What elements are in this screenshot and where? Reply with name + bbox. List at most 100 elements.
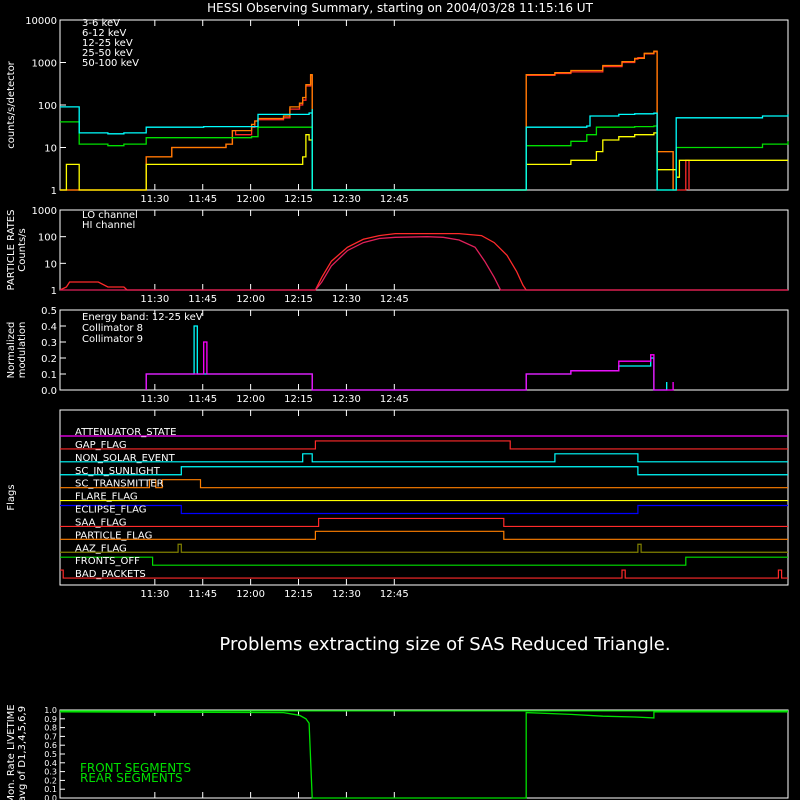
time-tick-label: 12:30 [332, 294, 361, 305]
time-tick-label: 11:30 [140, 589, 169, 600]
series-line-50-100-kev [60, 106, 789, 191]
flag-label: NON_SOLAR_EVENT [75, 453, 176, 464]
legend-entry: 50-100 keV [82, 58, 139, 69]
flag-line-gap-flag [60, 440, 788, 450]
flag-label: SC_TRANSMITTER [75, 479, 164, 490]
y-tick-label: 10000 [25, 16, 57, 27]
flag-line-eclipse-flag [60, 504, 788, 515]
y-tick-label: 0.0 [44, 794, 57, 800]
flag-line-saa-flag [60, 517, 788, 528]
flag-label: FLARE_FLAG [75, 492, 138, 503]
legend-entry: HI channel [82, 220, 135, 231]
time-tick-label: 11:45 [188, 394, 217, 405]
legend-entry: 25-50 keV [82, 48, 133, 59]
time-tick-label: 12:45 [380, 194, 409, 205]
y-axis-label: counts/s/detector [6, 60, 17, 148]
y-tick-label: 10 [44, 259, 57, 270]
y-axis-label: Flags [6, 484, 17, 510]
legend-entry: Collimator 9 [82, 334, 143, 345]
y-tick-label: 0.1 [41, 370, 57, 381]
time-tick-label: 11:30 [140, 394, 169, 405]
y-tick-label: 1 [51, 286, 57, 297]
legend-entry: LO channel [82, 210, 138, 221]
time-tick-label: 12:30 [332, 194, 361, 205]
y-tick-label: 0.8 [44, 724, 57, 733]
y-tick-label: 0.4 [41, 322, 57, 333]
y-tick-label: 0.0 [41, 386, 57, 397]
y-tick-label: 100 [38, 233, 57, 244]
y-axis-label: Mon. Rate LIVETIME [6, 704, 17, 800]
problem-message: Problems extracting size of SAS Reduced … [219, 634, 670, 655]
y-tick-label: 10 [44, 144, 57, 155]
time-tick-label: 11:45 [188, 294, 217, 305]
count-rates-panel: 1 10 100 1000 10000 counts/s/detector 11:30 11:… [6, 16, 789, 205]
flag-label: FRONTS_OFF [75, 556, 140, 567]
y-axis-label: modulation [17, 322, 28, 379]
particle-rates-frame [59, 209, 789, 291]
flag-label: BAD_PACKETS [75, 569, 146, 580]
time-tick-label: 12:00 [236, 589, 265, 600]
flag-line-non-solar-event [60, 453, 788, 463]
time-tick-label: 12:00 [236, 394, 265, 405]
series-line-6-12-kev [60, 50, 674, 191]
y-tick-label: 0.7 [44, 732, 57, 741]
flags-panel: Flags 11:30 11:45 12:00 12:15 12:30 12:45 ATTEN… [6, 409, 789, 600]
y-tick-label: 0.2 [41, 354, 57, 365]
flag-label: AAZ_FLAG [75, 543, 127, 554]
flag-label: ECLIPSE_FLAG [75, 505, 146, 516]
livetime-legend-entry: REAR SEGMENTS [80, 771, 183, 785]
flag-label: SAA_FLAG [75, 517, 126, 528]
y-tick-label: 1 [51, 186, 57, 197]
y-tick-label: 0.3 [44, 768, 57, 777]
y-tick-label: 0.5 [44, 750, 57, 759]
legend-entry: 6-12 keV [82, 28, 126, 39]
time-tick-label: 11:30 [140, 294, 169, 305]
legend-entry: 12-25 keV [82, 38, 133, 49]
series-line-hi-channel [60, 236, 788, 291]
modulation-annotation: Energy band: 12-25 keV [82, 312, 203, 323]
flag-line-aaz-flag [60, 543, 788, 553]
y-tick-label: 100 [38, 101, 57, 112]
y-tick-label: 1000 [32, 59, 57, 70]
time-tick-label: 11:45 [188, 194, 217, 205]
series-line-lo-channel [59, 232, 788, 291]
livetime-legend-entry: FRONT SEGMENTS [80, 761, 191, 775]
time-tick-label: 12:15 [284, 294, 313, 305]
y-tick-label: 0.9 [44, 715, 57, 724]
time-tick-label: 12:30 [332, 589, 361, 600]
modulation-panel: 0.0 0.1 0.2 0.3 0.4 0.5 Normalized modulation 11… [6, 306, 789, 405]
time-tick-label: 12:15 [284, 589, 313, 600]
y-tick-label: 0.4 [44, 759, 57, 768]
time-tick-label: 12:00 [236, 294, 265, 305]
series-line-collimator-9 [145, 341, 674, 391]
series-line-front-segments [59, 711, 788, 799]
y-axis-label: Normalized [6, 322, 17, 379]
flag-line-sc-transmitter [60, 479, 788, 489]
y-tick-label: 1.0 [44, 706, 57, 715]
y-tick-label: 0.6 [44, 741, 57, 750]
time-tick-label: 12:45 [380, 394, 409, 405]
y-tick-label: 1000 [32, 206, 57, 217]
y-axis-label: Counts/s [17, 228, 28, 272]
y-tick-label: 0.3 [41, 338, 57, 349]
y-tick-label: 0.5 [41, 306, 57, 317]
figure-title: HESSI Observing Summary, starting on 200… [207, 1, 593, 15]
legend-entry: Collimator 8 [82, 323, 143, 334]
flag-line-particle-flag [60, 530, 788, 540]
flag-label: ATTENUATOR_STATE [75, 427, 176, 438]
flags-frame [59, 409, 789, 586]
time-tick-label: 12:00 [236, 194, 265, 205]
time-tick-label: 12:30 [332, 394, 361, 405]
particle-rates-panel: 1 10 100 1000 PARTICLE RATES Counts/s 11:30 11:… [6, 206, 789, 305]
flag-label: SC_IN_SUNLIGHT [75, 466, 161, 477]
y-axis-label: PARTICLE RATES [6, 210, 17, 291]
time-tick-label: 12:15 [284, 394, 313, 405]
time-tick-label: 12:15 [284, 194, 313, 205]
flag-line-fronts-off [60, 556, 788, 566]
flag-line-sc-in-sunlight [60, 466, 788, 476]
time-tick-label: 11:30 [140, 194, 169, 205]
time-tick-label: 11:45 [188, 589, 217, 600]
time-tick-label: 12:45 [380, 589, 409, 600]
time-tick-label: 12:45 [380, 294, 409, 305]
